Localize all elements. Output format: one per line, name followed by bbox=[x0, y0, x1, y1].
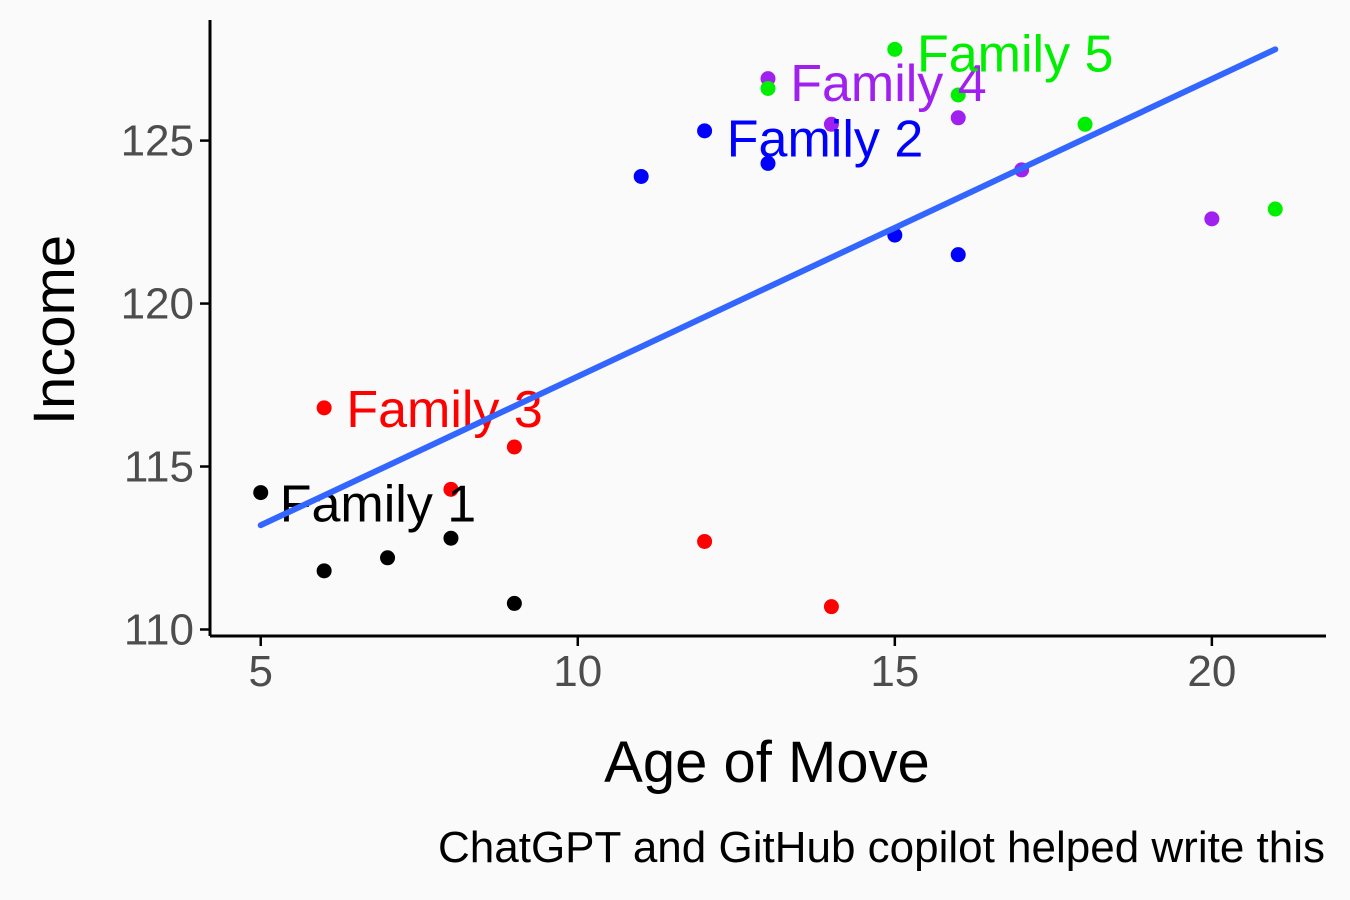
data-point bbox=[950, 87, 966, 103]
series-label: Family 2 bbox=[727, 110, 923, 168]
y-tick-label: 125 bbox=[121, 117, 194, 166]
data-point bbox=[506, 439, 522, 455]
data-point bbox=[697, 123, 713, 139]
trend-line bbox=[257, 46, 1279, 529]
axes-layer bbox=[208, 20, 1326, 638]
data-point bbox=[316, 400, 332, 416]
data-point bbox=[950, 110, 966, 126]
data-point bbox=[443, 530, 459, 546]
trend-layer bbox=[257, 46, 1279, 529]
x-tick-label: 15 bbox=[870, 647, 919, 696]
data-point bbox=[697, 533, 713, 549]
data-point bbox=[1077, 116, 1093, 132]
series-label: Family 1 bbox=[280, 475, 476, 533]
data-point bbox=[1204, 211, 1220, 227]
data-point bbox=[760, 80, 776, 96]
series-label: Family 4 bbox=[790, 55, 986, 113]
y-axis-title: Income bbox=[22, 235, 87, 425]
data-point bbox=[1267, 201, 1283, 217]
y-tick-label: 110 bbox=[124, 605, 194, 654]
data-point bbox=[443, 481, 459, 497]
x-tick-label: 5 bbox=[248, 647, 272, 696]
data-point bbox=[633, 168, 649, 184]
ticks-layer: 5 10 15 20 110 115 120 125 bbox=[121, 117, 1237, 696]
y-tick-label: 120 bbox=[121, 280, 194, 329]
x-axis-title: Age of Move bbox=[604, 730, 930, 795]
data-point bbox=[316, 563, 332, 579]
data-point bbox=[506, 595, 522, 611]
x-tick-label: 20 bbox=[1187, 647, 1236, 696]
data-point bbox=[253, 485, 269, 501]
data-point bbox=[887, 41, 903, 57]
x-tick-label: 10 bbox=[553, 647, 602, 696]
data-point bbox=[380, 550, 396, 566]
y-tick-label: 115 bbox=[124, 443, 194, 492]
data-point bbox=[760, 155, 776, 171]
data-point bbox=[950, 247, 966, 263]
data-point bbox=[823, 116, 839, 132]
data-point bbox=[823, 599, 839, 615]
chart-caption: ChatGPT and GitHub copilot helped write … bbox=[438, 823, 1325, 872]
series-label: Family 5 bbox=[917, 26, 1113, 84]
